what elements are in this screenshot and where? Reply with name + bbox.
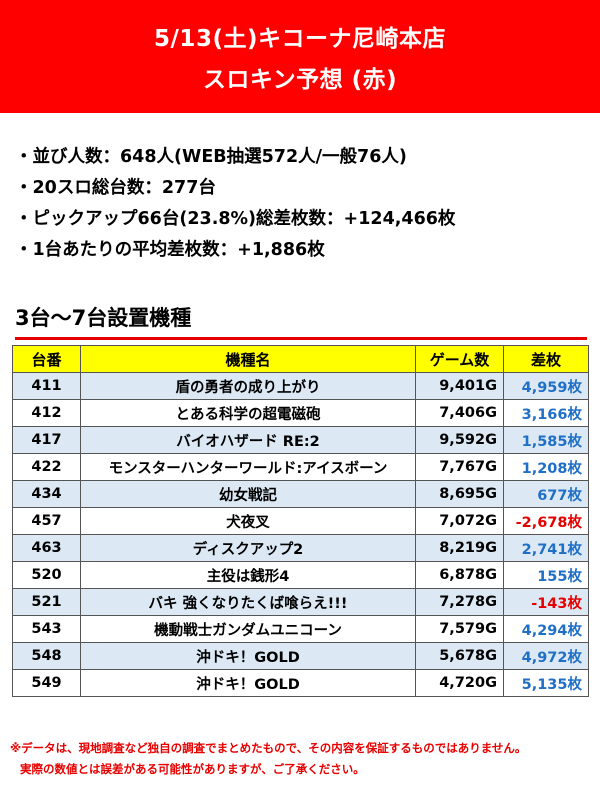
cell-machine-name: とある科学の超電磁砲 <box>80 399 416 427</box>
cell-games: 6,878G <box>415 561 504 589</box>
cell-number: 548 <box>12 642 81 670</box>
cell-machine-name: バキ 強くなりたくば喰らえ!!! <box>80 588 416 616</box>
cell-games: 8,695G <box>415 480 504 508</box>
table-row: 412 とある科学の超電磁砲 7,406G 3,166枚 <box>12 399 589 427</box>
cell-number: 549 <box>12 669 81 697</box>
col-header-diff: 差枚 <box>503 345 589 373</box>
cell-games: 7,579G <box>415 615 504 643</box>
cell-number: 457 <box>12 507 81 535</box>
table-row: 520 主役は銭形4 6,878G 155枚 <box>12 561 589 589</box>
cell-machine-name: 主役は銭形4 <box>80 561 416 589</box>
table-row: 417 バイオハザード RE:2 9,592G 1,585枚 <box>12 426 589 454</box>
table-row: 543 機動戦士ガンダムユニコーン 7,579G 4,294枚 <box>12 615 589 643</box>
title-date-store: 5/13(土)キコーナ尼崎本店 <box>154 26 446 52</box>
cell-machine-name: 幼女戦記 <box>80 480 416 508</box>
cell-diff: 4,959枚 <box>503 372 589 400</box>
cell-machine-name: ディスクアップ2 <box>80 534 416 562</box>
disclaimer-line-1: ※データは、現地調査など独自の調査でまとめたもので、その内容を保証するものではあ… <box>10 741 527 755</box>
table-row: 549 沖ドキ！GOLD 4,720G 5,135枚 <box>12 669 589 697</box>
stat-pickup-total: ・ピックアップ66台(23.8%)総差枚数：+124,466枚 <box>15 209 456 229</box>
cell-machine-name: バイオハザード RE:2 <box>80 426 416 454</box>
cell-games: 7,406G <box>415 399 504 427</box>
cell-games: 4,720G <box>415 669 504 697</box>
cell-diff: 2,741枚 <box>503 534 589 562</box>
cell-number: 520 <box>12 561 81 589</box>
cell-number: 543 <box>12 615 81 643</box>
cell-machine-name: 沖ドキ！GOLD <box>80 642 416 670</box>
table-header-row: 台番 機種名 ゲーム数 差枚 <box>12 345 589 373</box>
cell-number: 422 <box>12 453 81 481</box>
col-header-games: ゲーム数 <box>415 345 504 373</box>
cell-games: 7,278G <box>415 588 504 616</box>
cell-number: 463 <box>12 534 81 562</box>
stat-queue: ・並び人数：648人(WEB抽選572人/一般76人) <box>15 147 407 167</box>
cell-diff: 3,166枚 <box>503 399 589 427</box>
cell-diff: -2,678枚 <box>503 507 589 535</box>
table-row: 422 モンスターハンターワールド:アイスボーン 7,767G 1,208枚 <box>12 453 589 481</box>
col-header-machine: 機種名 <box>80 345 416 373</box>
cell-games: 9,401G <box>415 372 504 400</box>
cell-machine-name: 盾の勇者の成り上がり <box>80 372 416 400</box>
cell-diff: 4,972枚 <box>503 642 589 670</box>
table-row: 434 幼女戦記 8,695G 677枚 <box>12 480 589 508</box>
cell-diff: 4,294枚 <box>503 615 589 643</box>
table-row: 548 沖ドキ！GOLD 5,678G 4,972枚 <box>12 642 589 670</box>
cell-machine-name: 機動戦士ガンダムユニコーン <box>80 615 416 643</box>
section-title: 3台～7台設置機種 <box>15 302 587 340</box>
cell-machine-name: 犬夜叉 <box>80 507 416 535</box>
title-banner: 5/13(土)キコーナ尼崎本店 スロキン予想 (赤) <box>0 0 600 113</box>
table-row: 521 バキ 強くなりたくば喰らえ!!! 7,278G -143枚 <box>12 588 589 616</box>
table-row: 411 盾の勇者の成り上がり 9,401G 4,959枚 <box>12 372 589 400</box>
summary-stats: ・並び人数：648人(WEB抽選572人/一般76人) ・20スロ総台数：277… <box>15 142 590 266</box>
table-row: 457 犬夜叉 7,072G -2,678枚 <box>12 507 589 535</box>
disclaimer-line-2: 実際の数値とは誤差がある可能性がありますが、ご了承ください。 <box>20 762 365 776</box>
cell-diff: 1,208枚 <box>503 453 589 481</box>
cell-diff: -143枚 <box>503 588 589 616</box>
title-prediction: スロキン予想 (赤) <box>202 67 398 93</box>
col-header-number: 台番 <box>12 345 81 373</box>
cell-number: 434 <box>12 480 81 508</box>
cell-number: 411 <box>12 372 81 400</box>
cell-diff: 155枚 <box>503 561 589 589</box>
cell-number: 417 <box>12 426 81 454</box>
stat-average-diff: ・1台あたりの平均差枚数：+1,886枚 <box>15 240 325 260</box>
cell-games: 7,767G <box>415 453 504 481</box>
cell-diff: 677枚 <box>503 480 589 508</box>
cell-games: 8,219G <box>415 534 504 562</box>
cell-machine-name: 沖ドキ！GOLD <box>80 669 416 697</box>
cell-games: 9,592G <box>415 426 504 454</box>
cell-games: 7,072G <box>415 507 504 535</box>
cell-number: 412 <box>12 399 81 427</box>
cell-machine-name: モンスターハンターワールド:アイスボーン <box>80 453 416 481</box>
cell-number: 521 <box>12 588 81 616</box>
stat-total-machines: ・20スロ総台数：277台 <box>15 178 216 198</box>
machines-table: 台番 機種名 ゲーム数 差枚 411 盾の勇者の成り上がり 9,401G 4,959枚… <box>12 345 589 697</box>
cell-diff: 1,585枚 <box>503 426 589 454</box>
cell-diff: 5,135枚 <box>503 669 589 697</box>
table-row: 463 ディスクアップ2 8,219G 2,741枚 <box>12 534 589 562</box>
disclaimer: ※データは、現地調査など独自の調査でまとめたもので、その内容を保証するものではあ… <box>10 738 594 780</box>
cell-games: 5,678G <box>415 642 504 670</box>
